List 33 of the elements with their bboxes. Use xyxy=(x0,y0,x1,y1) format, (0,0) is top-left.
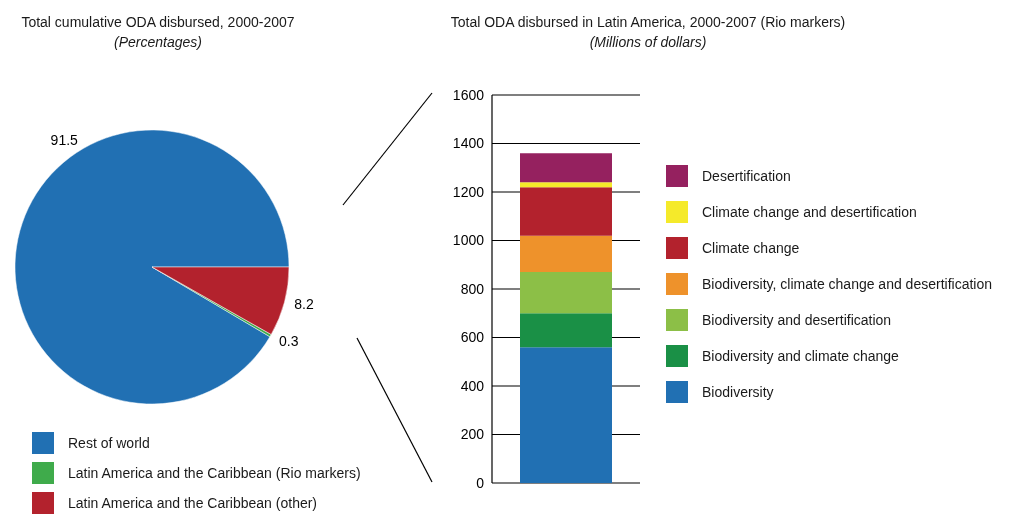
legend-label: Biodiversity xyxy=(702,384,774,400)
data-label: 91.5 xyxy=(50,132,79,149)
legend-label: Climate change xyxy=(702,240,800,256)
legend-label: Latin America and the Caribbean (other) xyxy=(68,495,318,511)
legend-label: Latin America and the Caribbean (Rio markers) xyxy=(68,465,361,481)
y-tick-label: 800 xyxy=(460,280,485,297)
y-tick-label: 1400 xyxy=(452,135,485,152)
y-tick-label: 400 xyxy=(460,377,485,394)
bar xyxy=(520,313,612,348)
bar xyxy=(520,187,612,236)
data-label: 0.3 xyxy=(278,333,299,350)
y-tick-label: 200 xyxy=(460,426,485,443)
bar xyxy=(520,272,612,314)
y-tick-label: 1600 xyxy=(452,86,485,103)
chart-title: Total cumulative ODA disbursed, 2000-2007 xyxy=(20,13,296,32)
y-tick-label: 600 xyxy=(460,329,485,346)
legend-label: Biodiversity and climate change xyxy=(702,348,899,364)
text: (Millions of dollars) xyxy=(588,33,708,52)
text: Total ODA disbursed in Latin America, 2000-2007 (Rio markers) xyxy=(449,13,847,32)
data-label: 8.2 xyxy=(294,296,314,313)
bar xyxy=(520,153,612,183)
bar xyxy=(520,182,612,188)
legend-label: Biodiversity, climate change and desertification xyxy=(702,276,993,292)
chart-subtitle: (Percentages) xyxy=(113,33,203,52)
bar xyxy=(520,235,612,273)
legend-label: Biodiversity and desertification xyxy=(702,312,892,328)
y-tick-label: 0 xyxy=(476,474,485,491)
bar xyxy=(520,347,612,483)
legend-label: Climate change and desertification xyxy=(702,204,917,220)
legend-label: Desertification xyxy=(702,168,791,184)
legend-label: Rest of world xyxy=(68,435,150,451)
y-tick-label: 1200 xyxy=(452,183,485,200)
y-tick-label: 1000 xyxy=(452,232,485,249)
